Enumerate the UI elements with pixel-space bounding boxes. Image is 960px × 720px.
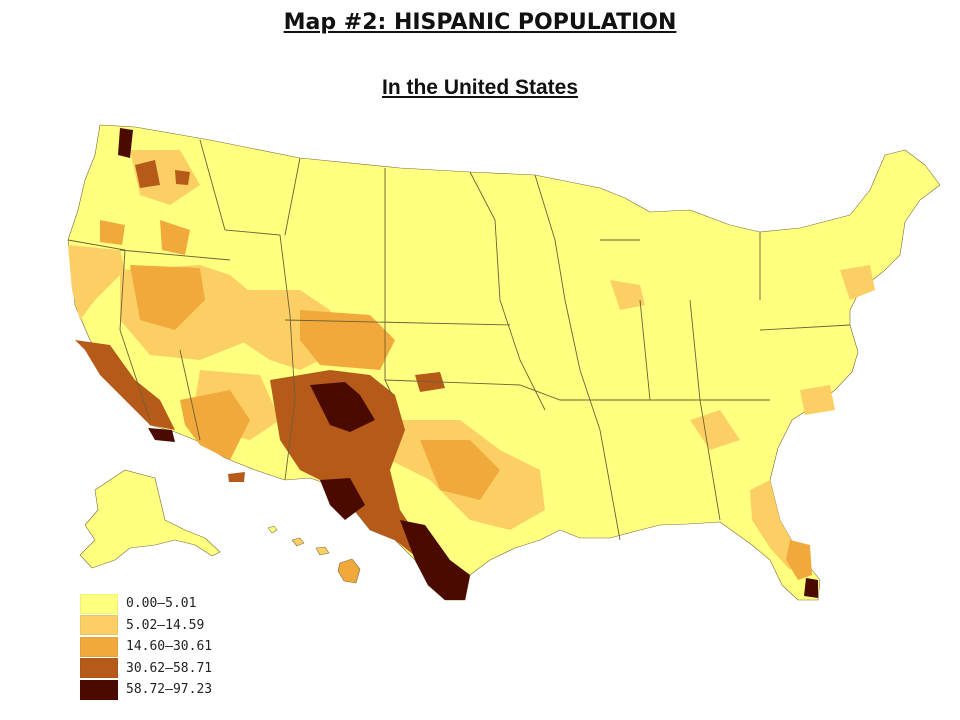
legend-swatch [80,658,118,679]
legend-label: 14.60–30.61 [126,639,213,655]
alaska [79,469,221,569]
legend-item: 0.00–5.01 [80,593,212,615]
map-legend: 0.00–5.01 5.02–14.59 14.60–30.61 30.62–5… [80,593,212,701]
legend-item: 5.02–14.59 [80,615,212,637]
legend-item: 14.60–30.61 [80,636,212,658]
legend-label: 5.02–14.59 [126,617,205,633]
legend-item: 30.62–58.71 [80,658,212,680]
map-title: Map #2: HISPANIC POPULATION [283,10,677,35]
hawaii-maui [315,546,330,556]
hawaii-big-island [337,558,361,584]
legend-item: 58.72–97.23 [80,679,212,701]
hawaii-oahu [291,537,305,547]
legend-label: 58.72–97.23 [126,682,213,698]
legend-swatch [80,636,118,657]
continental-us [67,124,941,601]
hawaii-kauai [267,525,278,534]
legend-label: 30.62–58.71 [126,660,213,676]
map-subtitle: In the United States [381,76,579,99]
legend-swatch [80,615,118,636]
legend-label: 0.00–5.01 [126,596,197,612]
legend-swatch [80,593,118,614]
legend-swatch [80,679,118,700]
